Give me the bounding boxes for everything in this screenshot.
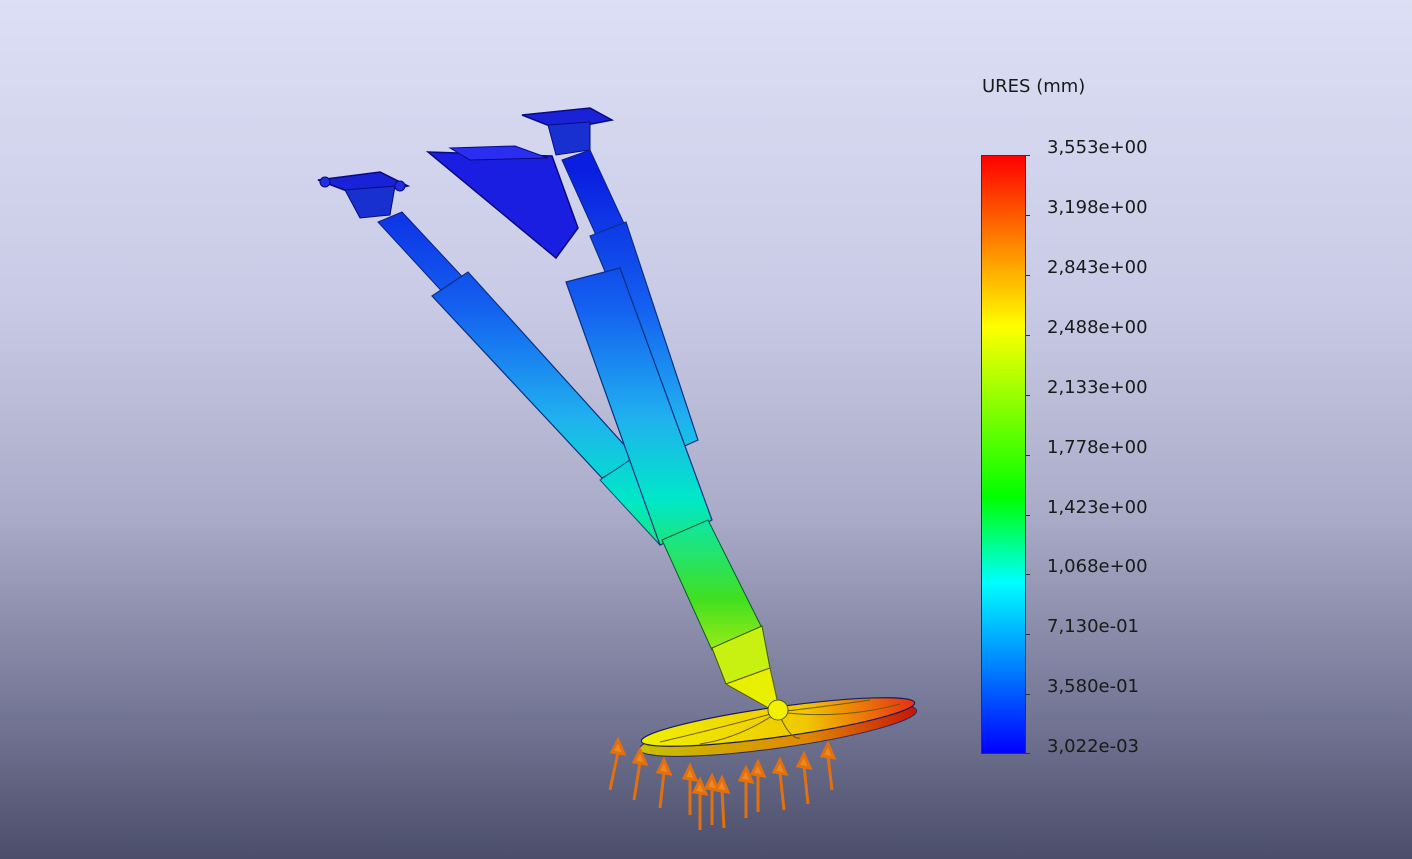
legend-tick-label: 3,553e+00 [1047,137,1148,158]
legend-color-bar[interactable] [981,155,1026,754]
legend-tick-mark [1026,395,1030,396]
load-arrows [608,736,837,830]
legend-tick-mark [1026,753,1030,754]
legend-tick-label: 3,198e+00 [1047,197,1148,218]
legend-tick-label: 1,068e+00 [1047,556,1148,577]
legend-tick-label: 1,778e+00 [1047,437,1148,458]
legend-tick-label: 2,133e+00 [1047,377,1148,398]
legend-tick-mark [1026,455,1030,456]
legend-tick-label: 3,580e-01 [1047,676,1140,697]
legend-tick-mark [1026,694,1030,695]
legend-tick-label: 1,423e+00 [1047,497,1148,518]
left-mount [317,171,411,219]
legend-tick-label: 7,130e-01 [1047,616,1140,637]
legend-tick-label: 2,843e+00 [1047,257,1148,278]
legend-tick-mark [1026,155,1030,156]
legend-tick-mark [1026,515,1030,516]
lower-tube [661,519,763,651]
legend-title: URES (mm) [982,76,1086,97]
hub [767,699,789,721]
legend-tick-mark [1026,335,1030,336]
right-mount [521,107,615,156]
legend-tick-mark [1026,275,1030,276]
top-plate [425,151,579,260]
legend-tick-mark [1026,215,1030,216]
legend-tick-label: 2,488e+00 [1047,317,1148,338]
legend-tick-mark [1026,574,1030,575]
legend-tick-label: 3,022e-03 [1047,736,1140,757]
legend-tick-mark [1026,634,1030,635]
main-cylinder [565,267,713,546]
